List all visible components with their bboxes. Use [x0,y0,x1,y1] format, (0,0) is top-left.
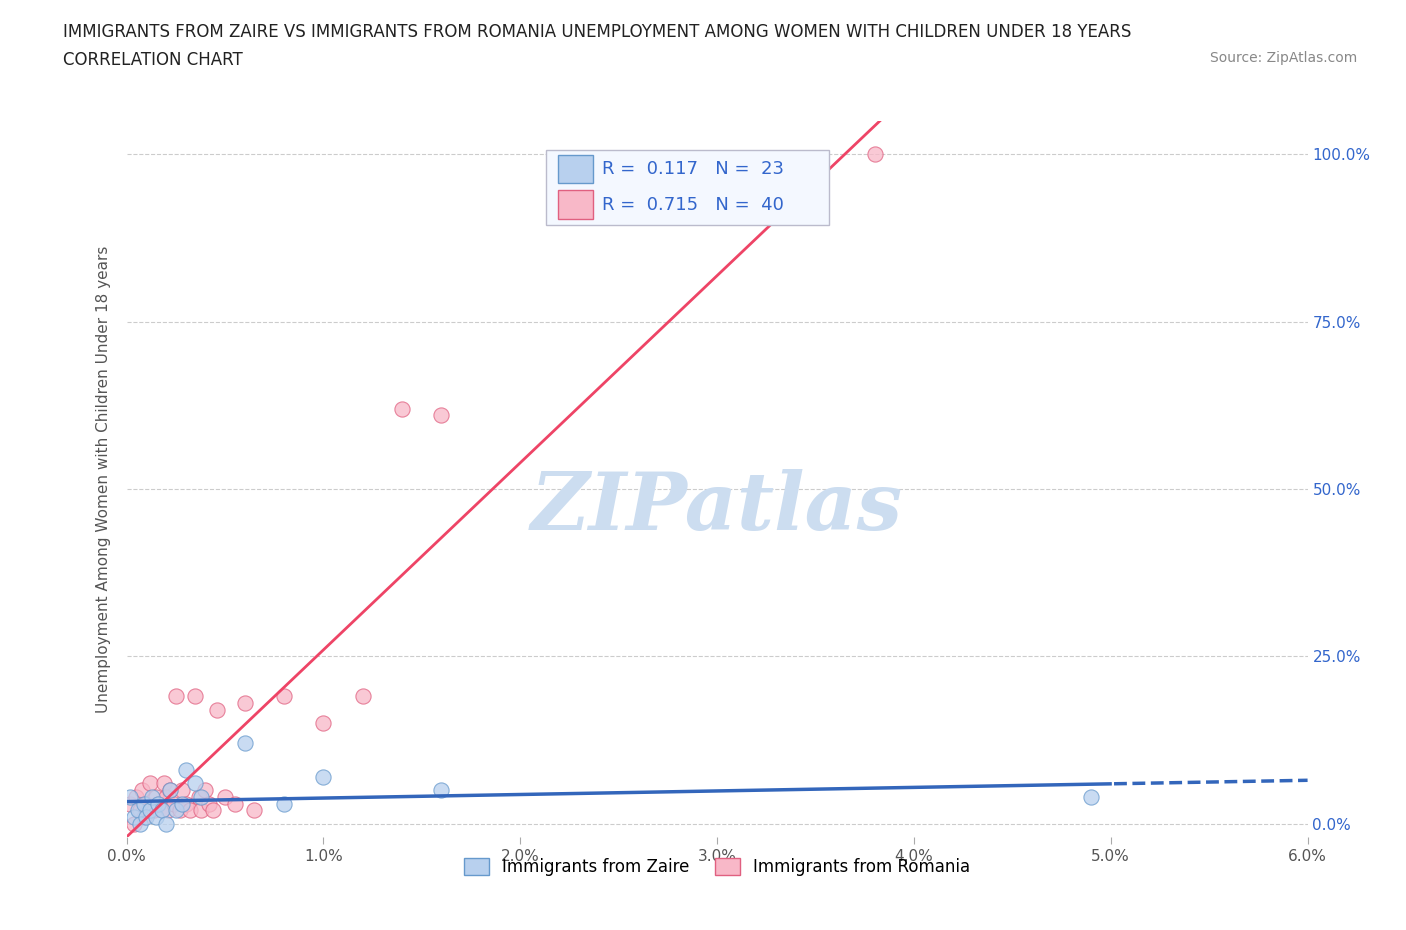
Point [134,809,156,824]
Point [153,776,176,790]
Point [125,790,148,804]
Point [243,803,266,817]
Point [273,796,295,811]
Point [233,696,256,711]
Point [170,783,193,798]
Point [233,736,256,751]
Point [194,783,217,798]
Point [179,803,201,817]
Point [224,796,246,811]
Point [129,817,152,831]
Point [312,769,335,784]
Point [198,796,221,811]
Point [391,401,413,416]
Point [190,790,212,804]
Point [165,803,187,817]
Point [146,796,169,811]
Point [169,803,191,817]
Point [202,803,225,817]
Point [145,790,167,804]
Point [141,790,163,804]
Point [143,803,166,817]
Point [205,702,228,717]
Text: R =  0.715   N =  40: R = 0.715 N = 40 [603,195,785,214]
Point [139,803,162,817]
Point [159,783,181,798]
Point [214,790,236,804]
Point [124,817,146,831]
Point [273,689,295,704]
Point [135,796,157,811]
Point [146,796,169,811]
Point [139,776,162,790]
Point [184,689,207,704]
Point [188,790,211,804]
Text: R =  0.117   N =  23: R = 0.117 N = 23 [603,160,785,179]
Text: CORRELATION CHART: CORRELATION CHART [63,51,243,69]
Point [135,809,157,824]
Point [127,803,149,817]
Point [430,408,453,423]
Point [352,689,374,704]
Point [863,147,886,162]
FancyBboxPatch shape [546,150,830,225]
Point [120,790,142,804]
Point [129,803,152,817]
Legend: Immigrants from Zaire, Immigrants from Romania: Immigrants from Zaire, Immigrants from R… [457,851,977,883]
Point [165,689,187,704]
Point [159,783,181,798]
Point [174,796,197,811]
Text: ZIPatlas: ZIPatlas [531,469,903,546]
Point [134,796,156,811]
Point [174,763,197,777]
FancyBboxPatch shape [558,190,593,219]
Y-axis label: Unemployment Among Women with Children Under 18 years: Unemployment Among Women with Children U… [96,246,111,712]
Point [120,796,142,811]
Point [150,803,173,817]
Point [156,803,179,817]
Point [136,803,159,817]
Point [124,809,146,824]
Point [312,716,335,731]
Point [131,783,153,798]
Point [1080,790,1102,804]
Point [184,776,207,790]
Point [145,809,167,824]
Point [155,817,177,831]
Text: Source: ZipAtlas.com: Source: ZipAtlas.com [1209,51,1357,65]
FancyBboxPatch shape [558,154,593,183]
Point [190,803,212,817]
Point [163,796,186,811]
Point [155,790,177,804]
Point [150,803,173,817]
Point [430,783,453,798]
Text: IMMIGRANTS FROM ZAIRE VS IMMIGRANTS FROM ROMANIA UNEMPLOYMENT AMONG WOMEN WITH C: IMMIGRANTS FROM ZAIRE VS IMMIGRANTS FROM… [63,23,1132,41]
Point [170,796,193,811]
